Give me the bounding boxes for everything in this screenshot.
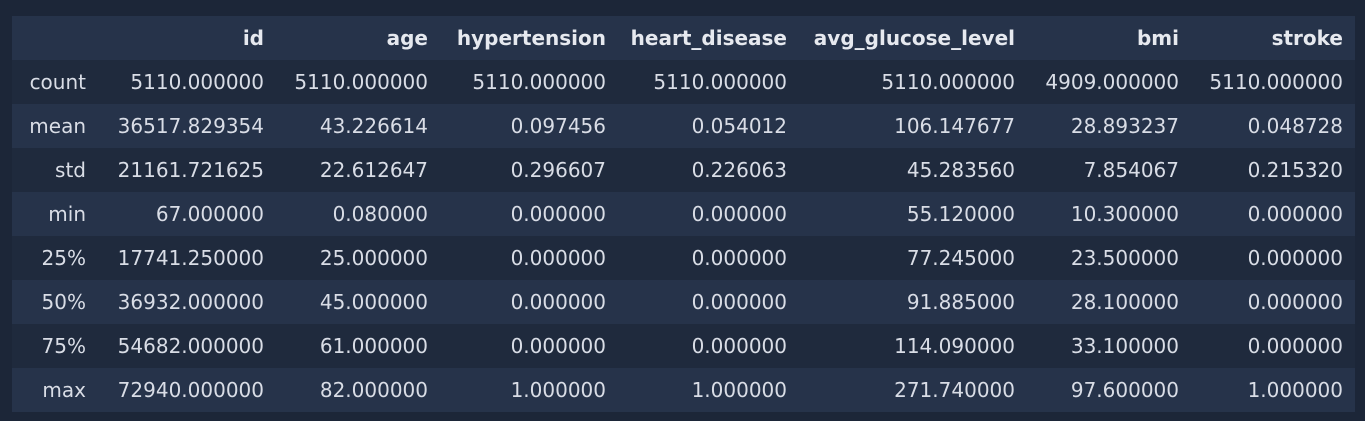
table-cell: 36932.000000 [117, 290, 264, 314]
table-row-min: min 67.000000 0.080000 0.000000 0.000000… [12, 192, 1355, 236]
row-label: 25% [41, 246, 86, 270]
table-cell: 0.000000 [1247, 334, 1343, 358]
table-cell: 43.226614 [319, 114, 428, 138]
column-header-stroke: stroke [1271, 26, 1343, 50]
table-cell: 0.000000 [510, 290, 606, 314]
table-cell: 67.000000 [155, 202, 264, 226]
table-cell: 0.000000 [1247, 290, 1343, 314]
table-row-std: std 21161.721625 22.612647 0.296607 0.22… [12, 148, 1355, 192]
table-cell: 7.854067 [1083, 158, 1179, 182]
header-row: id age hypertension heart_disease avg_gl… [12, 16, 1355, 60]
row-label: max [42, 378, 86, 402]
table-cell: 5110.000000 [472, 70, 606, 94]
table-cell: 23.500000 [1070, 246, 1179, 270]
table-cell: 77.245000 [906, 246, 1015, 270]
table-cell: 5110.000000 [1209, 70, 1343, 94]
table-cell: 114.090000 [894, 334, 1015, 358]
row-label: min [48, 202, 86, 226]
describe-table: id age hypertension heart_disease avg_gl… [12, 16, 1355, 412]
table-cell: 5110.000000 [881, 70, 1015, 94]
table-row-50pct: 50% 36932.000000 45.000000 0.000000 0.00… [12, 280, 1355, 324]
table-cell: 0.080000 [332, 202, 428, 226]
column-header-avg-glucose-level: avg_glucose_level [813, 26, 1015, 50]
table-cell: 271.740000 [894, 378, 1015, 402]
table-cell: 0.000000 [1247, 246, 1343, 270]
row-label: count [29, 70, 86, 94]
column-header-hypertension: hypertension [456, 26, 606, 50]
table-cell: 36517.829354 [117, 114, 264, 138]
table-cell: 0.000000 [691, 334, 787, 358]
table-cell: 5110.000000 [130, 70, 264, 94]
table-cell: 1.000000 [510, 378, 606, 402]
table-cell: 28.100000 [1070, 290, 1179, 314]
table-header: id age hypertension heart_disease avg_gl… [12, 16, 1355, 60]
table-cell: 45.000000 [319, 290, 428, 314]
table-cell: 106.147677 [894, 114, 1015, 138]
table-row-75pct: 75% 54682.000000 61.000000 0.000000 0.00… [12, 324, 1355, 368]
table-cell: 72940.000000 [117, 378, 264, 402]
table-cell: 5110.000000 [294, 70, 428, 94]
column-header-age: age [386, 26, 428, 50]
table-cell: 0.000000 [691, 202, 787, 226]
table-cell: 55.120000 [906, 202, 1015, 226]
table-cell: 1.000000 [1247, 378, 1343, 402]
table-cell: 0.097456 [510, 114, 606, 138]
table-cell: 0.226063 [691, 158, 787, 182]
table-cell: 45.283560 [906, 158, 1015, 182]
table-cell: 61.000000 [319, 334, 428, 358]
table-cell: 97.600000 [1070, 378, 1179, 402]
table-cell: 17741.250000 [117, 246, 264, 270]
table-cell: 54682.000000 [117, 334, 264, 358]
row-label: std [55, 158, 86, 182]
table-cell: 28.893237 [1070, 114, 1179, 138]
row-label: 50% [41, 290, 86, 314]
column-header-id: id [242, 26, 264, 50]
table-cell: 0.000000 [510, 334, 606, 358]
table-cell: 0.296607 [510, 158, 606, 182]
index-header [12, 16, 98, 60]
table-cell: 0.000000 [1247, 202, 1343, 226]
table-cell: 25.000000 [319, 246, 428, 270]
table-cell: 5110.000000 [653, 70, 787, 94]
table-row-25pct: 25% 17741.250000 25.000000 0.000000 0.00… [12, 236, 1355, 280]
table-cell: 0.000000 [510, 202, 606, 226]
table-cell: 21161.721625 [117, 158, 264, 182]
table-cell: 91.885000 [906, 290, 1015, 314]
table-cell: 33.100000 [1070, 334, 1179, 358]
table-row-mean: mean 36517.829354 43.226614 0.097456 0.0… [12, 104, 1355, 148]
row-label: mean [29, 114, 86, 138]
table-row-max: max 72940.000000 82.000000 1.000000 1.00… [12, 368, 1355, 412]
table-cell: 0.215320 [1247, 158, 1343, 182]
table-cell: 0.000000 [510, 246, 606, 270]
table-cell: 0.000000 [691, 246, 787, 270]
column-header-bmi: bmi [1136, 26, 1179, 50]
table-body: count 5110.000000 5110.000000 5110.00000… [12, 60, 1355, 412]
table-cell: 0.048728 [1247, 114, 1343, 138]
table-row-count: count 5110.000000 5110.000000 5110.00000… [12, 60, 1355, 104]
column-header-heart-disease: heart_disease [630, 26, 787, 50]
table-cell: 0.000000 [691, 290, 787, 314]
row-label: 75% [41, 334, 86, 358]
table-cell: 0.054012 [691, 114, 787, 138]
table-cell: 22.612647 [319, 158, 428, 182]
table-cell: 10.300000 [1070, 202, 1179, 226]
table-cell: 82.000000 [319, 378, 428, 402]
table-cell: 4909.000000 [1045, 70, 1179, 94]
table-cell: 1.000000 [691, 378, 787, 402]
